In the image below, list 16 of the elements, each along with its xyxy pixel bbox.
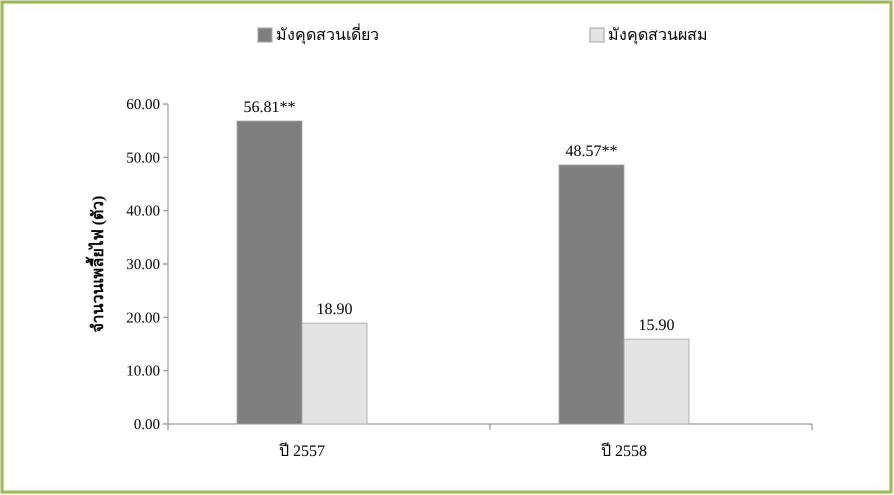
x-tick-label: ปี 2558 bbox=[601, 442, 647, 460]
y-tick-label: 50.00 bbox=[126, 150, 160, 166]
y-tick-label: 20.00 bbox=[126, 310, 160, 326]
y-tick-label: 0.00 bbox=[134, 417, 160, 433]
data-label: 15.90 bbox=[638, 317, 674, 334]
y-tick-label: 40.00 bbox=[126, 204, 160, 220]
data-label: 56.81** bbox=[244, 99, 296, 116]
y-tick-label: 30.00 bbox=[126, 257, 160, 273]
y-tick-label: 60.00 bbox=[126, 97, 160, 113]
legend-label: มังคุดสวนผสม bbox=[608, 27, 708, 45]
y-tick-label: 10.00 bbox=[126, 364, 160, 380]
x-tick-label: ปี 2557 bbox=[279, 442, 325, 460]
data-label: 18.90 bbox=[316, 301, 352, 318]
y-axis-title: จำนวนเพลี้ยไฟ (ตัว) bbox=[85, 196, 107, 332]
legend-label: มังคุดสวนเดี่ยว bbox=[276, 23, 379, 45]
data-label: 48.57** bbox=[566, 142, 618, 160]
